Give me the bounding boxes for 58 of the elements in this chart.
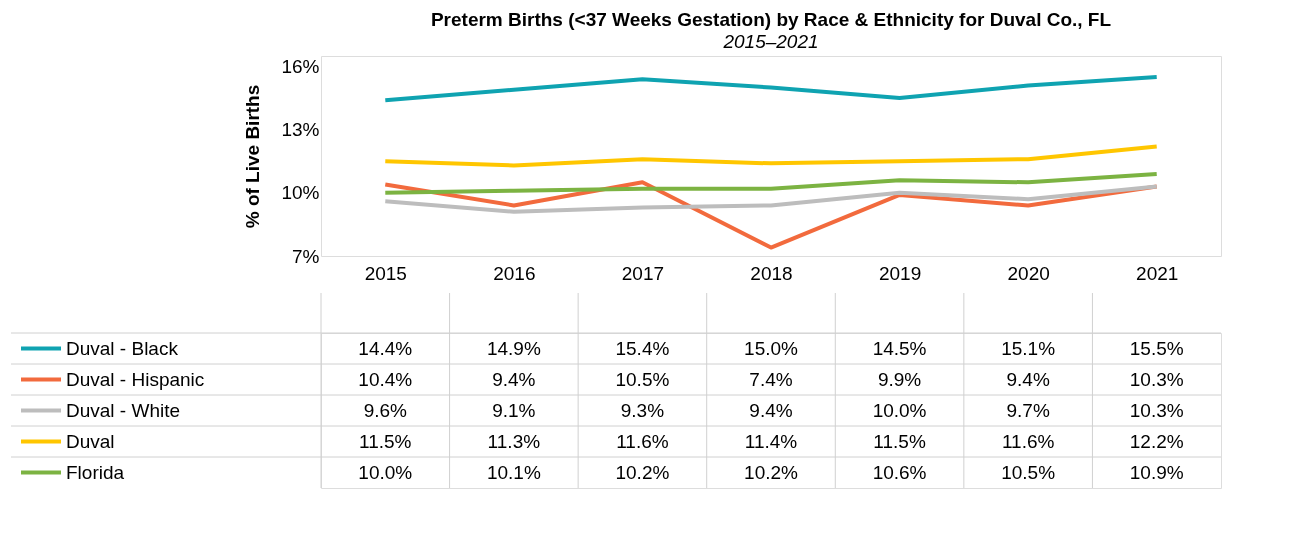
- x-tick-label: 2018: [750, 262, 793, 284]
- data-label: 10.3%: [1129, 399, 1184, 421]
- data-label: 9.3%: [620, 399, 665, 421]
- data-label: 7.4%: [749, 368, 793, 390]
- chart-title: Preterm Births (<37 Weeks Gestation) by Race & Ethnicity for Duval Co., FL: [430, 9, 1112, 30]
- legend-label: Duval - White: [66, 399, 181, 421]
- x-tick-label: 2017: [621, 262, 665, 284]
- data-label: 10.5%: [615, 368, 670, 390]
- data-label: 10.4%: [358, 368, 413, 390]
- data-label: 11.5%: [873, 430, 926, 452]
- data-label: 10.1%: [486, 461, 541, 483]
- data-label: 15.1%: [1001, 337, 1056, 359]
- x-tick-label: 2016: [493, 262, 536, 284]
- legend-label: Duval - Black: [66, 337, 179, 359]
- data-label: 10.0%: [872, 399, 927, 421]
- y-tick-label: 16%: [281, 56, 320, 78]
- legend-label: Florida: [66, 461, 125, 483]
- data-label: 9.7%: [1006, 399, 1050, 421]
- line-series: [383, 75, 1159, 103]
- legend-label: Duval - Hispanic: [66, 368, 205, 390]
- data-label: 10.9%: [1129, 461, 1184, 483]
- data-label: 11.6%: [616, 430, 669, 452]
- data-label: 11.5%: [359, 430, 412, 452]
- x-tick-label: 2020: [1007, 262, 1050, 284]
- x-tick-label: 2015: [364, 262, 407, 284]
- line-series: [383, 184, 1159, 214]
- data-label: 15.0%: [744, 337, 799, 359]
- data-label: 10.6%: [872, 461, 927, 483]
- x-tick-label: 2021: [1136, 262, 1179, 284]
- line-series: [383, 171, 1159, 195]
- data-label: 11.6%: [1001, 430, 1055, 452]
- data-label: 11.3%: [487, 430, 541, 452]
- data-label: 14.5%: [872, 337, 927, 359]
- data-label: 11.4%: [744, 430, 798, 452]
- data-label: 10.2%: [744, 461, 799, 483]
- legend-label: Duval: [66, 430, 115, 452]
- y-tick-label: 7%: [292, 245, 320, 267]
- data-label: 15.4%: [615, 337, 670, 359]
- y-axis-title: % of Live Births: [242, 84, 264, 229]
- data-label: 10.5%: [1001, 461, 1056, 483]
- data-label: 12.2%: [1129, 430, 1184, 452]
- data-label: 9.6%: [363, 399, 408, 421]
- data-label: 9.4%: [1006, 368, 1050, 390]
- chart-subtitle: 2015–2021: [722, 31, 819, 52]
- data-label: 9.4%: [492, 368, 536, 390]
- data-label: 14.9%: [486, 337, 541, 359]
- data-label: 10.3%: [1129, 368, 1184, 390]
- y-tick-label: 10%: [281, 182, 320, 204]
- data-label: 9.1%: [492, 399, 536, 421]
- x-tick-label: 2019: [878, 262, 922, 284]
- y-tick-label: 13%: [281, 119, 320, 141]
- line-series: [383, 144, 1159, 168]
- data-label: 15.5%: [1129, 337, 1184, 359]
- data-label: 9.4%: [749, 399, 793, 421]
- data-label: 9.9%: [877, 368, 922, 390]
- data-label: 10.0%: [358, 461, 413, 483]
- data-label: 10.2%: [615, 461, 670, 483]
- data-label: 14.4%: [358, 337, 413, 359]
